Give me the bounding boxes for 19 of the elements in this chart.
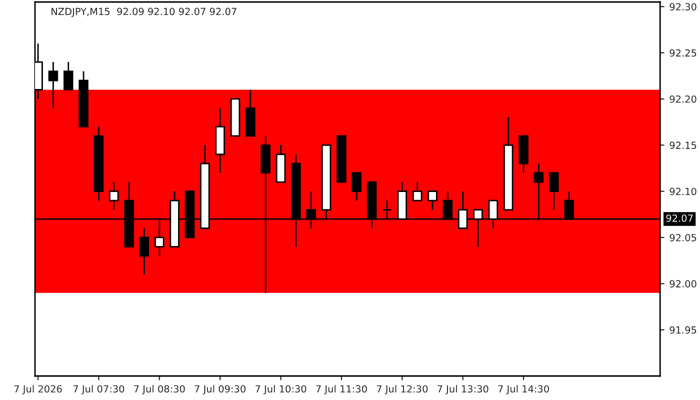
x-tick-label: 7 Jul 2026 <box>14 385 62 394</box>
ref-line-label: 92.07 <box>666 214 693 222</box>
text: NZDJPY,M15 92.09 92.10 92.07 92.07 <box>52 8 236 17</box>
y-tick-label: 92.00 <box>670 280 696 288</box>
y-tick-label: 92.05 <box>670 234 696 242</box>
x-tick-label: 7 Jul 12:30 <box>376 385 428 394</box>
y-tick-label: 92.10 <box>670 188 696 196</box>
x-tick-label: 7 Jul 07:30 <box>73 385 124 394</box>
y-tick-label: 92.15 <box>670 142 696 149</box>
x-tick-label: 7 Jul 09:30 <box>194 385 246 394</box>
y-tick-label: 91.95 <box>670 326 696 334</box>
x-tick-label: 7 Jul 14:30 <box>498 385 549 394</box>
x-tick-label: 7 Jul 13:30 <box>438 385 488 394</box>
x-tick-label: 7 Jul 10:30 <box>256 385 306 394</box>
y-tick-label: 92.30 <box>670 3 696 10</box>
x-tick-label: 7 Jul 11:30 <box>316 385 367 394</box>
x-tick-label: 7 Jul 08:30 <box>134 385 185 394</box>
y-tick-label: 92.20 <box>670 95 696 103</box>
y-tick-label: 92.25 <box>670 49 696 57</box>
